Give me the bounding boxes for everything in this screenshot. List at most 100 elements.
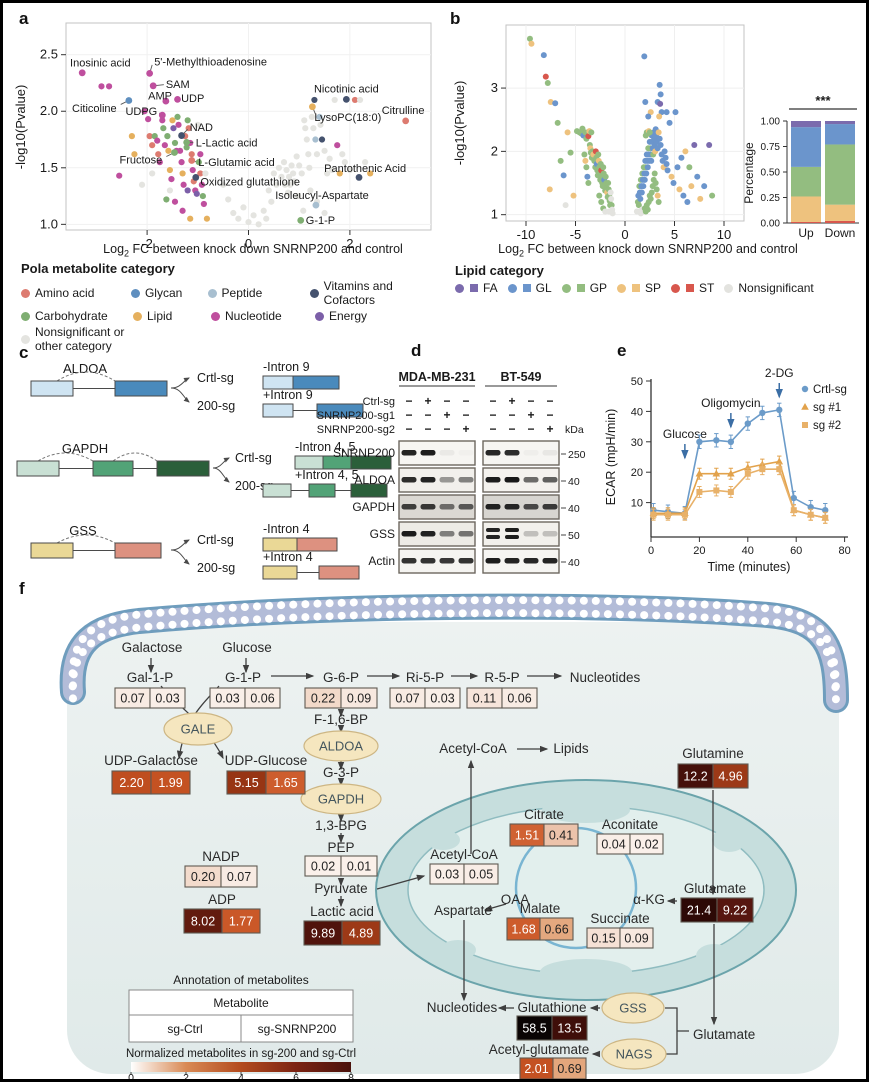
scatter-point	[640, 183, 647, 190]
value-text: 0.15	[591, 932, 615, 946]
value-cell	[149, 687, 186, 709]
scatter-point	[602, 208, 609, 215]
scatter-point	[701, 183, 708, 190]
scatter-point	[643, 170, 650, 177]
blot-band	[485, 504, 501, 510]
value-cell	[539, 917, 574, 941]
product-label: -Intron 4	[263, 522, 310, 536]
blot-band	[523, 531, 539, 537]
scatter-point	[595, 151, 602, 158]
kda-label: 50	[568, 530, 580, 542]
metabolite-label: Gal-1-P	[127, 670, 174, 685]
scatter-point	[225, 196, 232, 203]
panel-a-label: a	[19, 9, 29, 28]
value-text: 2.01	[524, 1062, 548, 1076]
scatter-point	[351, 96, 359, 104]
enzyme-label: GAPDH	[318, 792, 364, 807]
product-label: -Intron 9	[263, 360, 310, 374]
scatter-point	[184, 117, 191, 124]
metabolite-label: Acetyl-glutamate	[489, 1042, 590, 1057]
blot-band	[458, 504, 474, 510]
point-label: Fructose	[120, 154, 163, 166]
value-box-glutamate_m: 21.4 9.22	[680, 897, 754, 923]
bar-segment	[791, 121, 821, 128]
panel-c-label: c	[19, 343, 29, 362]
product-label: -Intron 4, 5	[295, 440, 355, 454]
legend-dot-icon	[21, 334, 30, 344]
y-tick-label: 1.5	[40, 160, 58, 175]
membrane-lipid-heads	[68, 596, 840, 698]
metabolite-label: G-6-P	[323, 670, 359, 685]
value-cell	[341, 920, 381, 946]
legend-dot-icon	[211, 311, 220, 321]
exon	[30, 542, 74, 559]
scatter-point	[564, 129, 571, 136]
legend-item-label: ST	[699, 281, 715, 295]
labeled-point	[162, 97, 170, 105]
scale-label: Normalized metabolites in sg-200 and sg-…	[126, 1048, 356, 1060]
labeled-point	[188, 157, 196, 164]
metabolite-label: G-1-P	[225, 670, 261, 685]
scatter-point	[686, 164, 693, 171]
value-cell	[303, 920, 343, 946]
value-cell	[501, 687, 538, 709]
y-tick-label: 40	[631, 406, 643, 418]
scatter-point	[189, 166, 196, 174]
bar-segment	[791, 166, 821, 197]
scatter-point	[647, 109, 654, 116]
y-tick-label: 1.00	[761, 117, 781, 128]
scatter-point	[128, 133, 135, 140]
bar-segment	[825, 220, 855, 223]
scatter-point	[164, 133, 171, 140]
data-marker	[744, 470, 751, 477]
product-label: +Intron 9	[263, 388, 313, 402]
labeled-point	[183, 138, 191, 146]
scatter-points	[98, 83, 374, 228]
scatter-point	[235, 215, 242, 222]
blot-band	[458, 558, 474, 564]
lipid-category-legend: Lipid category FA GL GP SP ST Nonsignificant	[455, 263, 855, 297]
membrane-lipid-heads	[68, 609, 840, 711]
scatter-point	[557, 157, 564, 164]
legend-row: FA GL GP SP ST Nonsignificant	[455, 281, 855, 295]
injection-label: Glucose	[663, 427, 707, 441]
labeled-point	[78, 69, 86, 77]
legend-a-title: Pola metabolite category	[21, 261, 175, 276]
legend-b-title: Lipid category	[455, 263, 544, 278]
legend-item: Glycan	[130, 286, 208, 300]
scatter-point	[179, 170, 186, 177]
lipid-percentage-stacked-bar: 0.00 0.25 0.50 0.75 1.00 Up Down *** Percentage	[743, 93, 859, 240]
scatter-point	[596, 192, 603, 199]
data-series	[650, 463, 829, 524]
scatter-point	[145, 116, 152, 123]
data-marker	[807, 503, 814, 511]
scatter-point	[187, 215, 194, 222]
scatter-point	[197, 170, 204, 177]
legend-item-label: Crtl-sg	[813, 384, 847, 396]
glutamate-bracket	[665, 1007, 689, 1055]
product-label: +Intron 4, 5	[295, 468, 359, 482]
crista	[440, 940, 476, 960]
scatter-point	[141, 108, 148, 115]
legend-item: ST	[671, 281, 714, 295]
series-line	[653, 460, 826, 519]
protein-label: GSS	[370, 527, 395, 541]
legend-row: Carbohydrate Lipid Nucleotide Energy	[21, 309, 445, 323]
color-scale-bar	[131, 1062, 351, 1072]
scatter-point	[290, 170, 297, 177]
legend-item-label: Nonsignificant	[738, 281, 814, 295]
legend-table-cell: sg-Ctrl	[167, 1022, 202, 1036]
x-tick-label: 80	[838, 545, 850, 557]
scatter-point	[605, 180, 612, 187]
legend-dot-icon	[21, 311, 30, 321]
y-tick-label: 0.00	[761, 219, 781, 230]
labeled-point	[125, 97, 133, 104]
exon	[114, 380, 168, 397]
metabolite-label: Citrate	[524, 807, 564, 822]
blot-band	[439, 477, 455, 483]
y-tick-label: 1.0	[40, 216, 58, 231]
exon	[350, 455, 392, 470]
legend-item: Amino acid	[21, 286, 131, 300]
legend-item: SP	[617, 281, 661, 295]
